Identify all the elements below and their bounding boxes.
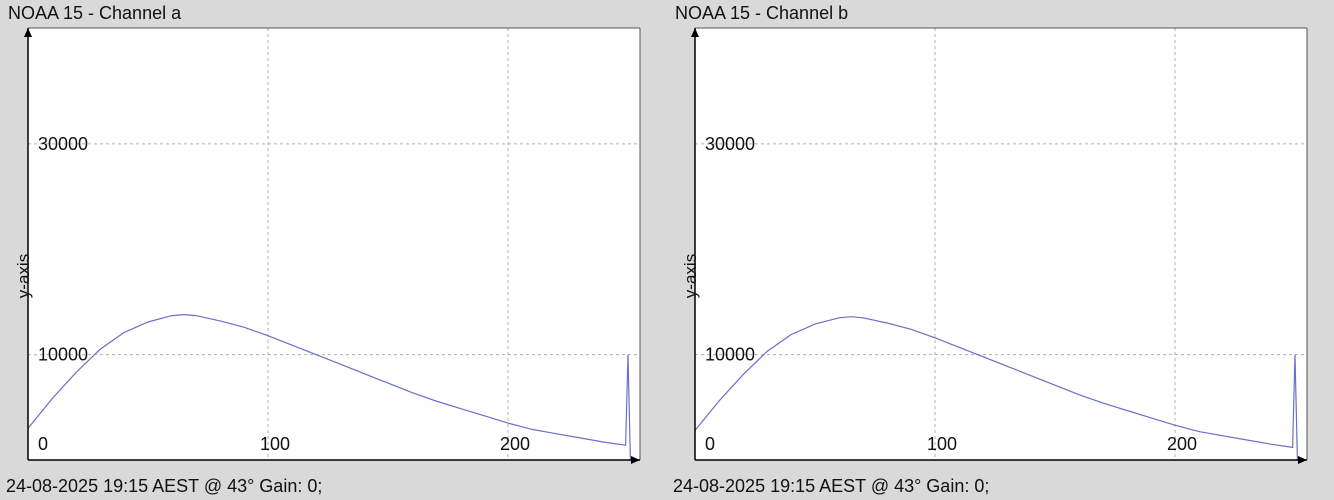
chart-svg: 0 100 200 10000 30000 [691, 27, 1308, 464]
y-tick-label: 10000 [705, 345, 755, 365]
y-axis-label: y-axis [681, 253, 700, 299]
chart-footer: 24-08-2025 19:15 AEST @ 43° Gain: 0; [673, 476, 990, 496]
chart-title: NOAA 15 - Channel b [675, 3, 849, 23]
y-tick-label: 30000 [705, 134, 755, 154]
series-line [694, 316, 1298, 461]
y-axis-label: y-axis [14, 253, 33, 299]
x-tick-label: 0 [705, 434, 715, 454]
y-axis-arrow [691, 28, 699, 37]
plot-background [695, 28, 1307, 460]
chart-footer: 24-08-2025 19:15 AEST @ 43° Gain: 0; [6, 476, 323, 496]
x-axis-arrow [631, 456, 640, 464]
plot-background [28, 28, 640, 460]
plot-area: y-axis 0 100 200 10000 30000 [14, 27, 641, 464]
chart-panel-a: NOAA 15 - Channel a y-axis 0 100 200 10000 3… [6, 3, 641, 496]
x-tick-label: 100 [260, 434, 290, 454]
chart-panel-b: NOAA 15 - Channel b y-axis 0 100 200 10000 3… [667, 0, 1334, 500]
y-axis-arrow [24, 28, 32, 37]
series-line [27, 313, 631, 461]
x-tick-label: 0 [38, 434, 48, 454]
x-axis-arrow [1298, 456, 1307, 464]
y-tick-label: 10000 [38, 345, 88, 365]
x-tick-label: 200 [1167, 434, 1197, 454]
chart-svg: 0 100 200 10000 30000 [24, 27, 641, 464]
x-tick-label: 100 [927, 434, 957, 454]
y-tick-label: 30000 [38, 134, 88, 154]
chart-title: NOAA 15 - Channel a [8, 3, 182, 23]
x-tick-label: 200 [500, 434, 530, 454]
plot-area: y-axis 0 100 200 10000 30000 [681, 27, 1308, 464]
